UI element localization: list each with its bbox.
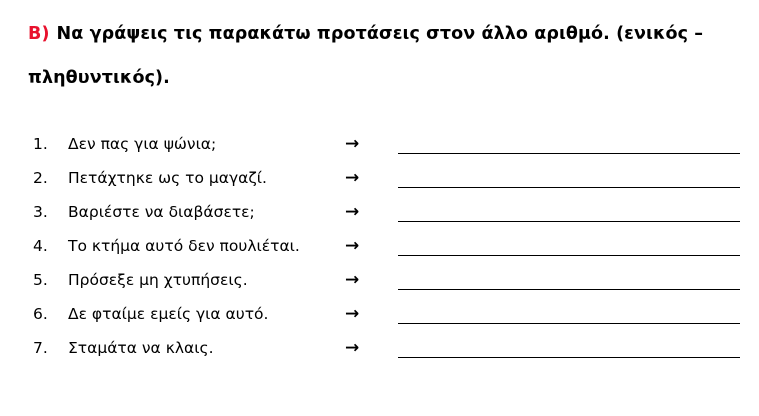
arrow-right-icon: → bbox=[345, 338, 360, 358]
answer-blank-input[interactable] bbox=[398, 357, 740, 358]
exercise-list: 1. Δεν πας για ψώνια; → 2. Πετάχτηκε ως … bbox=[0, 129, 759, 367]
exercise-label-b: Β) bbox=[28, 24, 50, 44]
item-sentence: Πετάχτηκε ως το μαγαζί. bbox=[68, 169, 267, 187]
answer-blank-input[interactable] bbox=[398, 187, 740, 188]
item-number: 2. bbox=[33, 169, 48, 187]
exercise-instruction-line-1: Να γράψεις τις παρακάτω προτάσεις στον ά… bbox=[56, 24, 704, 44]
list-item: 4. Το κτήμα αυτό δεν πουλιέται. → bbox=[0, 231, 759, 265]
item-number: 5. bbox=[33, 271, 48, 289]
item-sentence: Βαριέστε να διαβάσετε; bbox=[68, 203, 255, 221]
list-item: 5. Πρόσεξε μη χτυπήσεις. → bbox=[0, 265, 759, 299]
arrow-right-icon: → bbox=[345, 270, 360, 290]
arrow-right-icon: → bbox=[345, 304, 360, 324]
answer-blank-input[interactable] bbox=[398, 255, 740, 256]
item-number: 7. bbox=[33, 339, 48, 357]
item-sentence: Δεν πας για ψώνια; bbox=[68, 135, 217, 153]
item-sentence: Δε φταίμε εμείς για αυτό. bbox=[68, 305, 269, 323]
list-item: 2. Πετάχτηκε ως το μαγαζί. → bbox=[0, 163, 759, 197]
list-item: 6. Δε φταίμε εμείς για αυτό. → bbox=[0, 299, 759, 333]
item-number: 6. bbox=[33, 305, 48, 323]
item-number: 1. bbox=[33, 135, 48, 153]
arrow-right-icon: → bbox=[345, 134, 360, 154]
item-sentence: Το κτήμα αυτό δεν πουλιέται. bbox=[68, 237, 300, 255]
arrow-right-icon: → bbox=[345, 168, 360, 188]
answer-blank-input[interactable] bbox=[398, 289, 740, 290]
answer-blank-input[interactable] bbox=[398, 153, 740, 154]
exercise-instruction-line-2: πληθυντικός). bbox=[28, 68, 170, 88]
answer-blank-input[interactable] bbox=[398, 323, 740, 324]
item-number: 3. bbox=[33, 203, 48, 221]
arrow-right-icon: → bbox=[345, 202, 360, 222]
list-item: 7. Σταμάτα να κλαις. → bbox=[0, 333, 759, 367]
item-number: 4. bbox=[33, 237, 48, 255]
item-sentence: Σταμάτα να κλαις. bbox=[68, 339, 214, 357]
arrow-right-icon: → bbox=[345, 236, 360, 256]
exercise-heading: Β) Να γράψεις τις παρακάτω προτάσεις στον… bbox=[28, 12, 728, 100]
item-sentence: Πρόσεξε μη χτυπήσεις. bbox=[68, 271, 248, 289]
answer-blank-input[interactable] bbox=[398, 221, 740, 222]
list-item: 1. Δεν πας για ψώνια; → bbox=[0, 129, 759, 163]
list-item: 3. Βαριέστε να διαβάσετε; → bbox=[0, 197, 759, 231]
